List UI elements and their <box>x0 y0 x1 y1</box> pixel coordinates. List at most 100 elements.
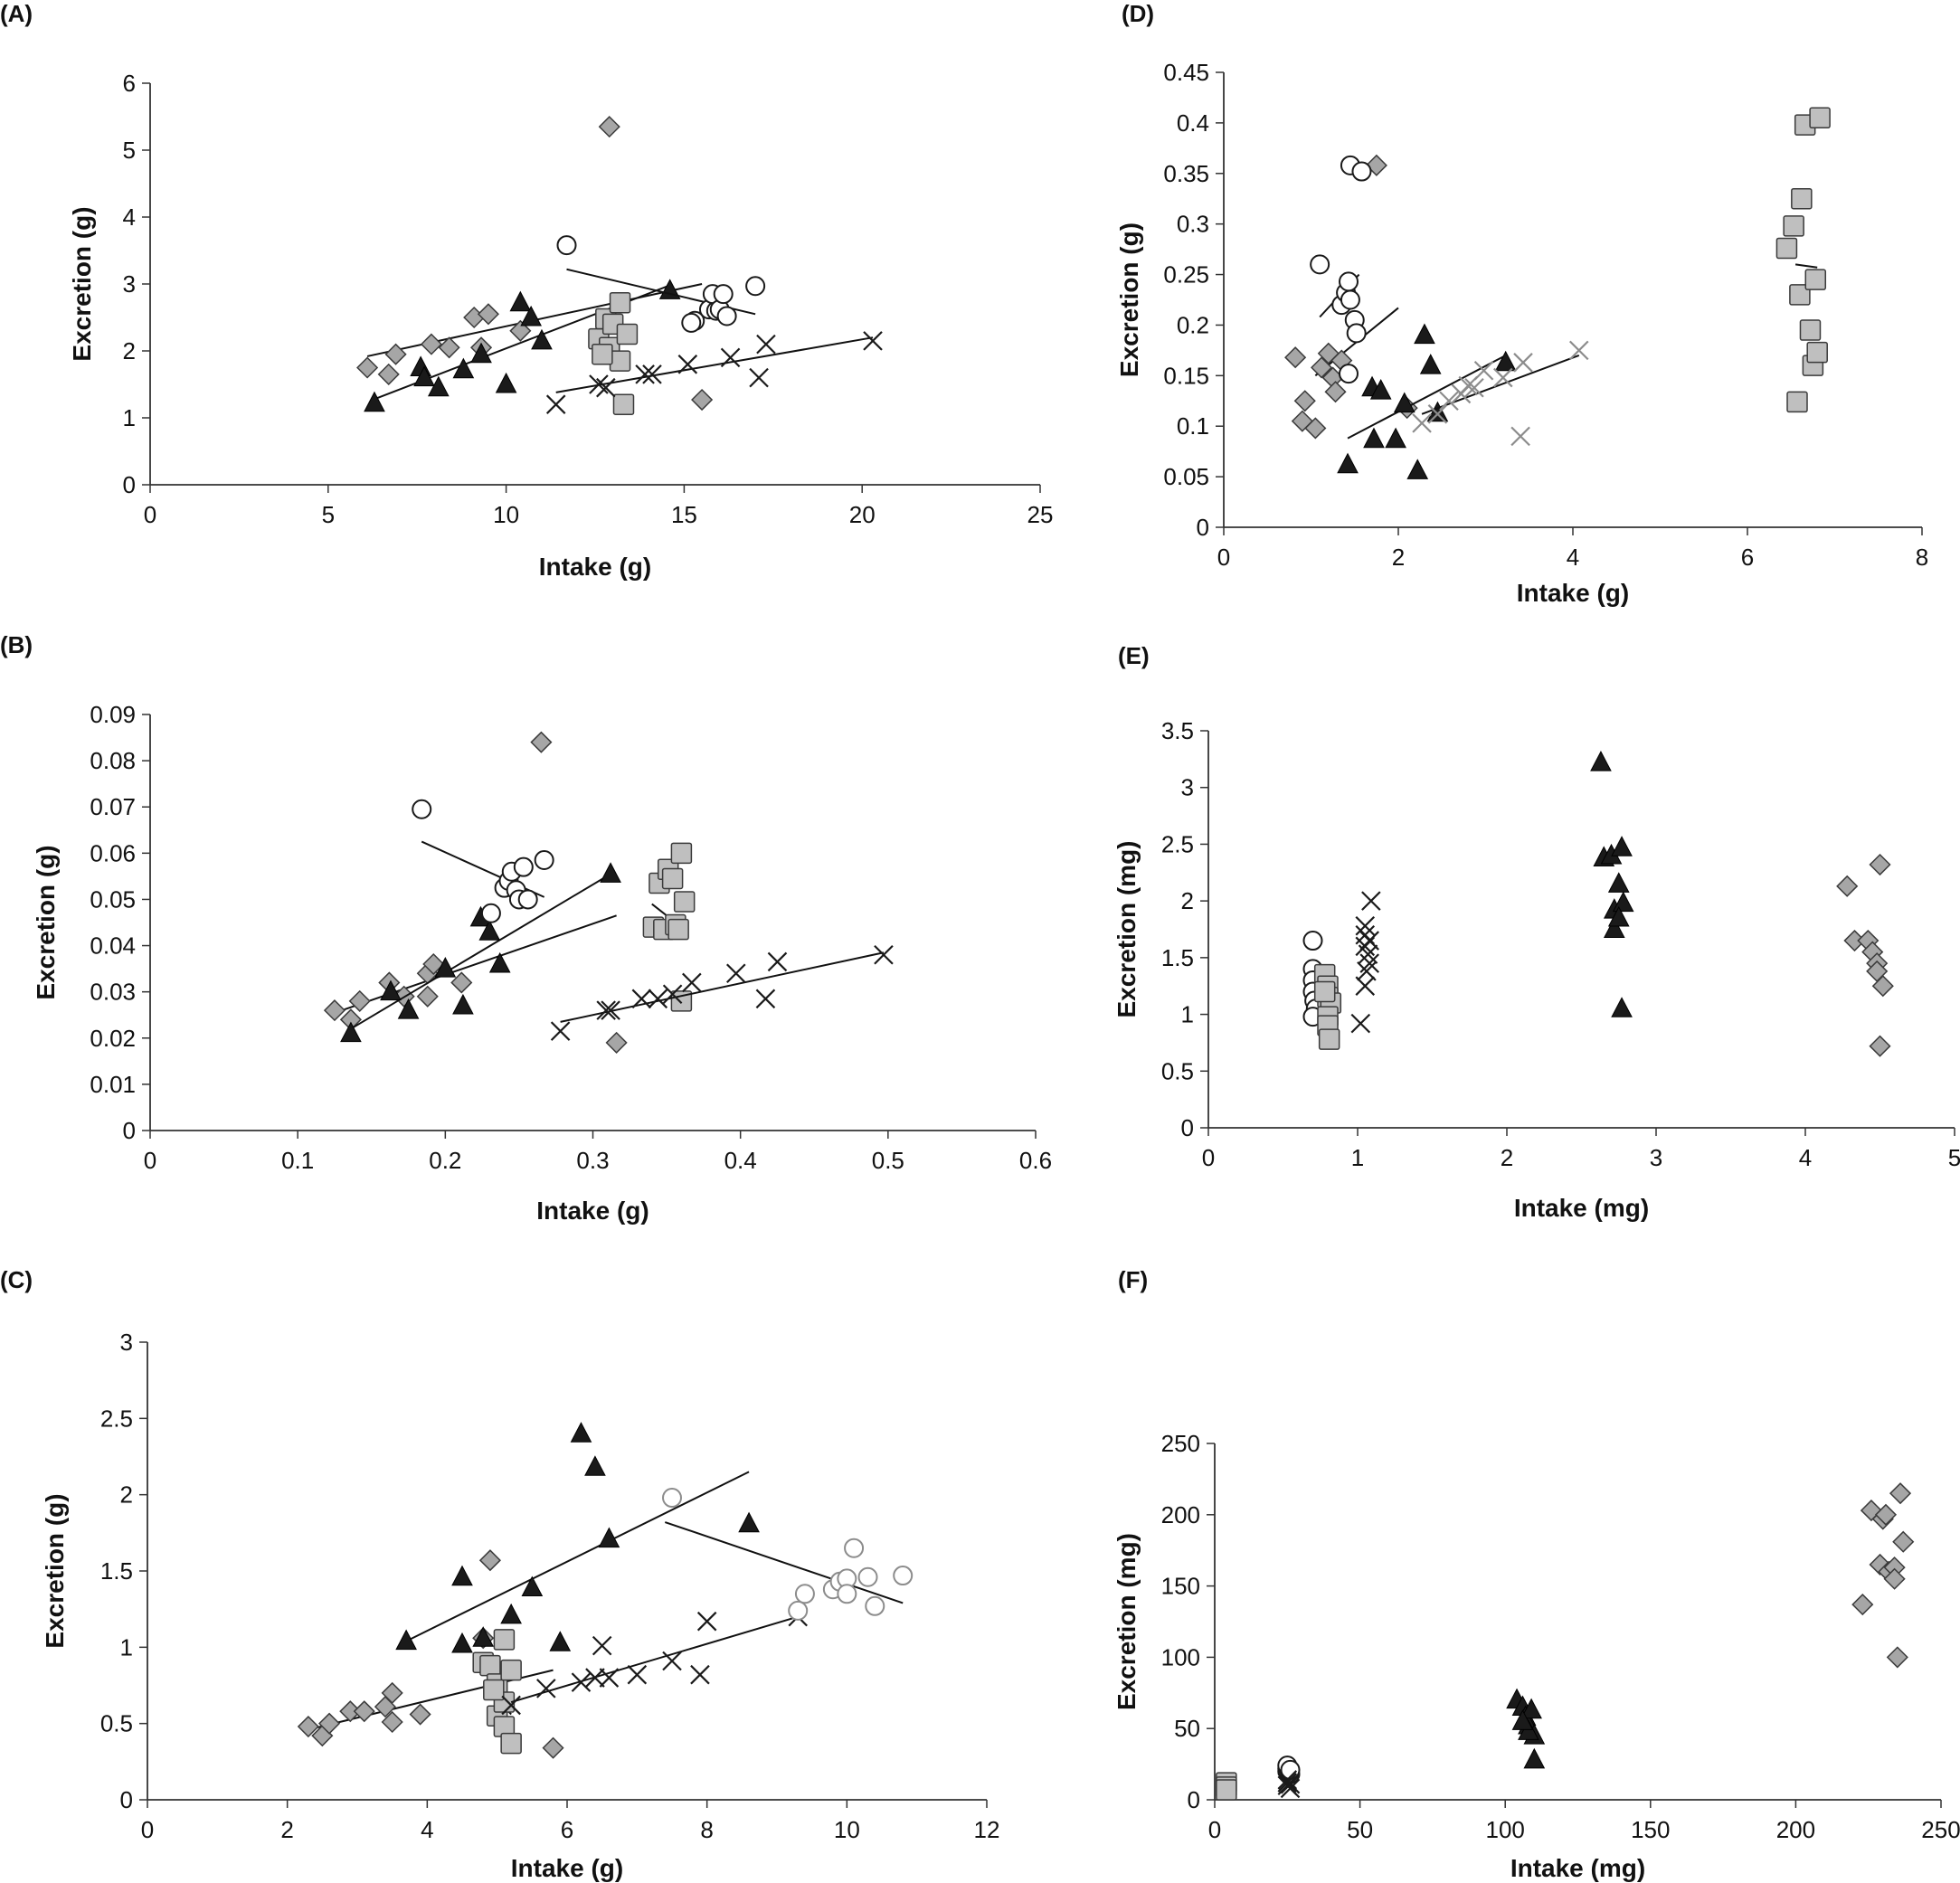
data-point-triangle <box>451 1632 473 1653</box>
data-point-cross <box>642 364 662 384</box>
data-point-diamond <box>1304 417 1327 440</box>
data-point-diamond <box>348 989 371 1012</box>
y-tick-label: 1 <box>120 1633 133 1661</box>
data-point-cross <box>648 989 668 1009</box>
data-point-circle <box>865 1595 885 1616</box>
data-point-cross <box>696 1611 717 1632</box>
panel-label: (A) <box>0 0 33 27</box>
x-tick-label: 3 <box>1650 1144 1662 1171</box>
data-point-diamond <box>598 116 620 138</box>
series-triangle <box>340 862 621 1043</box>
y-tick-label: 4 <box>123 203 136 231</box>
trend-line <box>1794 263 1818 269</box>
data-point-triangle <box>395 1629 417 1651</box>
y-axis-title: Excretion (g) <box>68 206 96 361</box>
x-tick-label: 250 <box>1921 1816 1960 1843</box>
y-axis-title: Excretion (mg) <box>1113 1533 1141 1710</box>
data-point-square <box>1799 319 1822 341</box>
data-point-square <box>592 343 613 365</box>
y-tick-label: 1.5 <box>1161 944 1194 971</box>
data-point-triangle <box>452 993 474 1015</box>
trend-line <box>1421 355 1580 415</box>
series-diamond <box>356 116 714 412</box>
data-point-triangle <box>1607 872 1630 893</box>
data-point-triangle <box>434 957 457 978</box>
data-point-diamond <box>450 971 473 994</box>
data-point-diamond <box>1324 381 1347 403</box>
data-point-triangle <box>427 375 450 397</box>
data-point-triangle <box>1369 379 1392 400</box>
data-point-triangle <box>1520 1698 1542 1719</box>
data-point-triangle <box>1494 350 1517 372</box>
y-tick-label: 2 <box>123 337 136 364</box>
data-point-diamond <box>422 952 445 976</box>
data-point-square <box>1775 237 1798 260</box>
data-point-triangle <box>1612 891 1634 913</box>
trend-line <box>350 873 611 1030</box>
data-point-triangle <box>1518 1719 1539 1740</box>
data-point-diamond <box>1871 975 1894 998</box>
data-point-triangle <box>380 979 402 1001</box>
data-point-triangle <box>488 951 511 973</box>
x-tick-label: 6 <box>561 1816 573 1843</box>
data-point-diamond <box>323 999 346 1022</box>
data-point-diamond <box>478 1549 501 1572</box>
data-point-circle <box>794 1584 815 1604</box>
data-point-square <box>670 842 693 865</box>
data-point-square <box>668 918 689 941</box>
data-point-cross <box>756 334 776 355</box>
y-tick-label: 0.3 <box>1177 211 1209 238</box>
data-point-square <box>500 1732 522 1755</box>
data-point-triangle <box>1419 354 1442 374</box>
chart-panel-c: (C) 0 2 4 6 8 10 12 0 0.5 1 1.5 2 2.5 3 Intake (g) Excre… <box>0 1266 999 1882</box>
data-point-square <box>1804 269 1827 290</box>
series-circle <box>556 235 766 333</box>
data-point-triangle <box>1523 1747 1546 1769</box>
data-point-cross <box>536 1679 556 1698</box>
y-tick-label: 0.02 <box>90 1025 136 1052</box>
data-point-square <box>479 1654 501 1677</box>
series-cross <box>550 945 894 1041</box>
data-point-square <box>493 1629 516 1651</box>
chart-panel-b: (B) 0 0.1 0.2 0.3 0.4 0.5 0.6 0 0.01 0.02 0.03 0.04 0… <box>0 631 1052 1225</box>
x-tick-label: 10 <box>493 501 519 528</box>
data-point-cross <box>863 331 883 351</box>
y-tick-label: 3 <box>120 1329 133 1356</box>
y-tick-label: 2 <box>1181 887 1194 914</box>
series-square <box>1313 963 1342 1050</box>
series-cross <box>1277 1770 1301 1799</box>
data-point-cross <box>571 1672 592 1692</box>
data-point-cross <box>874 945 894 965</box>
series-circle <box>1310 155 1372 384</box>
data-point-circle <box>681 312 702 333</box>
data-point-cross <box>767 951 788 972</box>
x-tick-label: 15 <box>671 501 697 528</box>
data-point-triangle <box>520 305 542 326</box>
data-point-diamond <box>318 1712 341 1735</box>
y-tick-label: 0.1 <box>1177 412 1209 440</box>
data-point-diamond <box>1836 875 1859 897</box>
y-tick-label: 2.5 <box>100 1405 133 1432</box>
data-point-diamond <box>384 343 407 365</box>
data-point-cross <box>599 1668 620 1688</box>
series-triangle <box>1506 1688 1546 1769</box>
data-point-cross <box>601 1000 620 1020</box>
x-tick-label: 0 <box>144 1147 156 1174</box>
data-point-cross <box>589 374 609 394</box>
x-tick-label: 2 <box>1501 1144 1513 1171</box>
data-point-cross <box>1277 1773 1298 1793</box>
x-tick-label: 0.1 <box>281 1147 314 1174</box>
y-axis-title: Excretion (mg) <box>1113 840 1141 1017</box>
data-point-diamond <box>377 363 400 385</box>
data-point-square <box>1789 284 1811 306</box>
x-axis-title: Intake (g) <box>536 1197 649 1225</box>
trend-line <box>555 336 874 393</box>
data-point-square <box>1809 107 1831 129</box>
x-tick-label: 12 <box>974 1816 1000 1843</box>
data-point-square <box>1313 980 1336 1003</box>
data-point-square <box>612 393 635 415</box>
series-cross <box>1350 891 1381 1034</box>
data-point-triangle <box>1406 459 1429 479</box>
y-tick-label: 0.25 <box>1163 261 1209 289</box>
